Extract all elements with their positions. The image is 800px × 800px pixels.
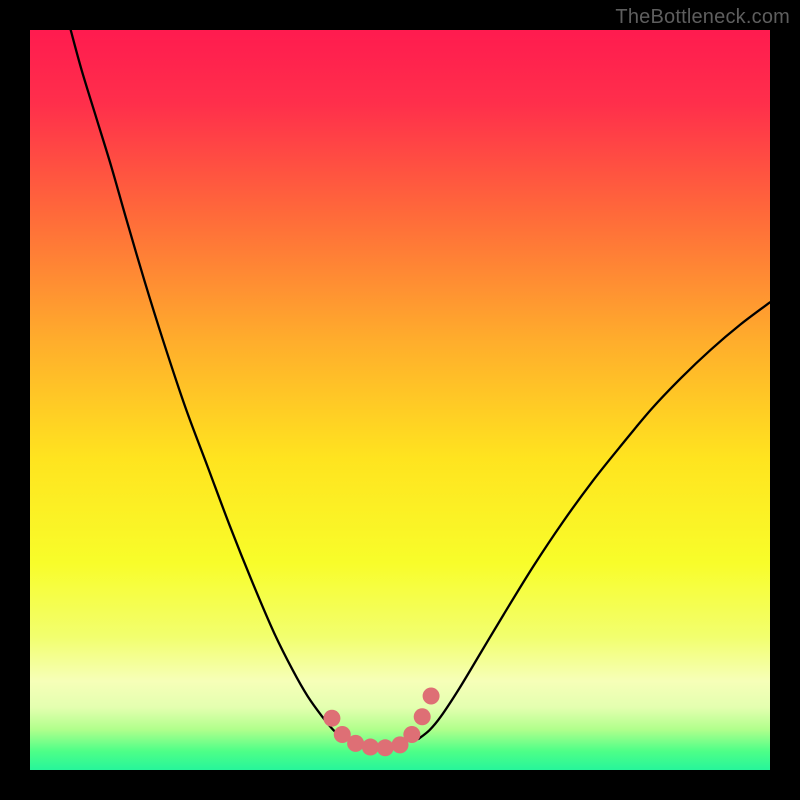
trough-marker-dot (414, 708, 431, 725)
trough-marker-dot (377, 739, 394, 756)
trough-marker-dot (347, 735, 364, 752)
trough-marker-dot (323, 710, 340, 727)
trough-marker-dot (362, 739, 379, 756)
trough-marker-dot (403, 726, 420, 743)
bottleneck-chart (0, 0, 800, 800)
trough-marker-dot (423, 688, 440, 705)
